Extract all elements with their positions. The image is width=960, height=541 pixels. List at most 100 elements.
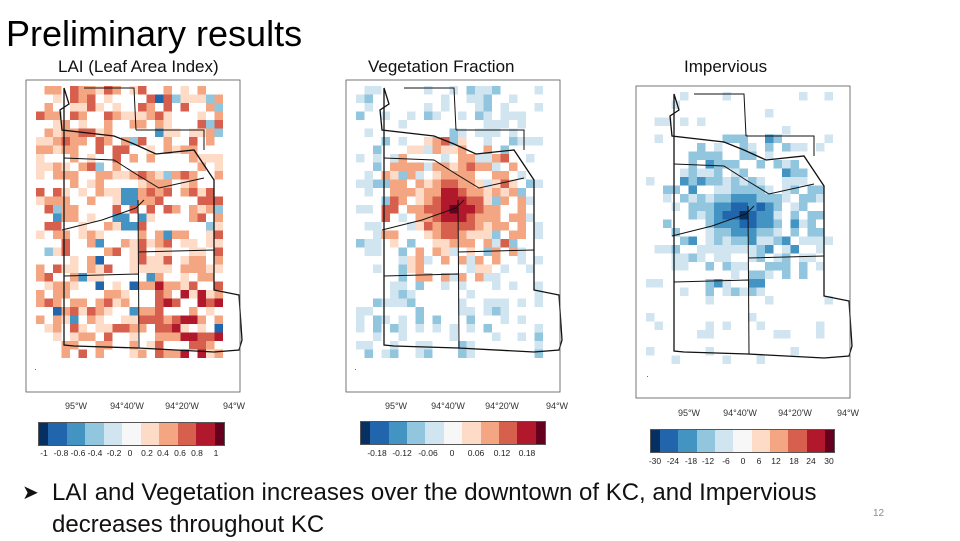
map-grid-cell — [70, 213, 79, 222]
map-grid-cell — [509, 179, 518, 188]
panel-label-impervious: Impervious — [684, 57, 768, 76]
map-grid-cell — [475, 111, 484, 120]
map-grid-cell — [390, 230, 399, 239]
map-grid-cell — [714, 202, 723, 211]
map-grid-cell — [415, 315, 424, 324]
map-grid-cell — [214, 239, 223, 248]
map-grid-cell — [816, 262, 825, 271]
map-grid-cell — [197, 341, 206, 350]
map-grid-cell — [53, 128, 62, 137]
map-grid-cell — [197, 154, 206, 163]
map-grid-cell — [129, 154, 138, 163]
map-grid-cell — [483, 86, 492, 95]
map-grid-cell — [782, 253, 791, 262]
map-grid-cell — [466, 188, 475, 197]
map-grid-cell — [163, 315, 172, 324]
map-grid-cell — [95, 179, 104, 188]
map-grid-cell — [782, 160, 791, 169]
map-grid-cell — [748, 219, 757, 228]
map-grid-cell — [61, 145, 70, 154]
map-grid-cell — [155, 264, 164, 273]
map-grid-cell — [206, 332, 215, 341]
colorbar-tick: -0.8 — [53, 448, 69, 458]
map-grid-cell — [807, 211, 816, 220]
map-grid-cell — [121, 213, 130, 222]
map-grid-cell — [509, 111, 518, 120]
colorbar-swatch — [687, 430, 697, 452]
map-grid-cell — [155, 298, 164, 307]
map-grid-cell — [172, 324, 181, 333]
map-grid-cell — [381, 315, 390, 324]
map-grid-cell — [390, 205, 399, 214]
map-grid-cell — [138, 349, 147, 358]
map-grid-cell — [197, 94, 206, 103]
map-grid-cell — [432, 324, 441, 333]
map-grid-cell — [407, 188, 416, 197]
map-grid-cell — [449, 145, 458, 154]
map-grid-cell — [705, 245, 714, 254]
map-grid-cell — [189, 154, 198, 163]
map-grid-cell — [146, 273, 155, 282]
map-grid-cell — [509, 213, 518, 222]
lai-map — [25, 79, 243, 393]
map-grid-cell — [688, 202, 697, 211]
map-grid-cell — [172, 205, 181, 214]
map-grid-cell — [492, 128, 501, 137]
page-number: 12 — [873, 508, 885, 519]
lon-tick: 94°40'W — [431, 401, 465, 411]
map-grid-cell — [415, 205, 424, 214]
map-grid-cell — [517, 247, 526, 256]
map-grid-cell — [53, 188, 62, 197]
map-grid-cell — [373, 247, 382, 256]
map-grid-cell — [483, 179, 492, 188]
colorbar-tick: 0.8 — [191, 448, 203, 458]
map-grid-cell — [95, 315, 104, 324]
map-grid-cell — [680, 92, 689, 101]
map-grid-cell — [129, 264, 138, 273]
map-grid-cell — [773, 211, 782, 220]
map-grid-cell — [44, 128, 53, 137]
map-grid-cell — [458, 162, 467, 171]
map-grid-cell — [364, 247, 373, 256]
map-grid-cell — [432, 162, 441, 171]
map-grid-cell — [790, 219, 799, 228]
map-grid-cell — [197, 315, 206, 324]
colorbar-swatch — [779, 430, 789, 452]
map-grid-cell — [373, 332, 382, 341]
map-grid-cell — [517, 120, 526, 129]
colorbar-tick: 0 — [740, 456, 746, 466]
map-grid-cell — [44, 247, 53, 256]
map-grid-cell — [697, 253, 706, 262]
colorbar-swatch — [39, 423, 49, 445]
map-grid-cell — [449, 196, 458, 205]
map-grid-cell — [104, 307, 113, 316]
map-grid-cell — [722, 177, 731, 186]
map-grid-cell — [155, 349, 164, 358]
map-grid-cell — [138, 171, 147, 180]
map-grid-cell — [492, 171, 501, 180]
map-grid-cell — [70, 111, 79, 120]
map-grid-cell — [483, 324, 492, 333]
map-grid-cell — [87, 103, 96, 112]
colorbar-tick: 0 — [449, 448, 455, 458]
map-grid-cell — [646, 279, 655, 288]
map-grid-cell — [722, 355, 731, 364]
map-grid-cell — [163, 324, 172, 333]
map-grid-cell — [87, 162, 96, 171]
map-grid-cell — [70, 171, 79, 180]
map-grid-cell — [509, 188, 518, 197]
map-grid-cell — [466, 264, 475, 273]
map-grid-cell — [163, 256, 172, 265]
map-grid-cell — [697, 151, 706, 160]
map-grid-cell — [816, 245, 825, 254]
map-grid-cell — [415, 256, 424, 265]
map-grid-cell — [214, 256, 223, 265]
map-grid-cell — [61, 162, 70, 171]
map-grid-cell — [398, 324, 407, 333]
map-grid-cell — [373, 162, 382, 171]
map-grid-cell — [449, 137, 458, 146]
map-grid-cell — [483, 94, 492, 103]
map-frame — [345, 79, 561, 393]
colorbar-tick: 0.2 — [141, 448, 153, 458]
map-grid-cell — [155, 171, 164, 180]
